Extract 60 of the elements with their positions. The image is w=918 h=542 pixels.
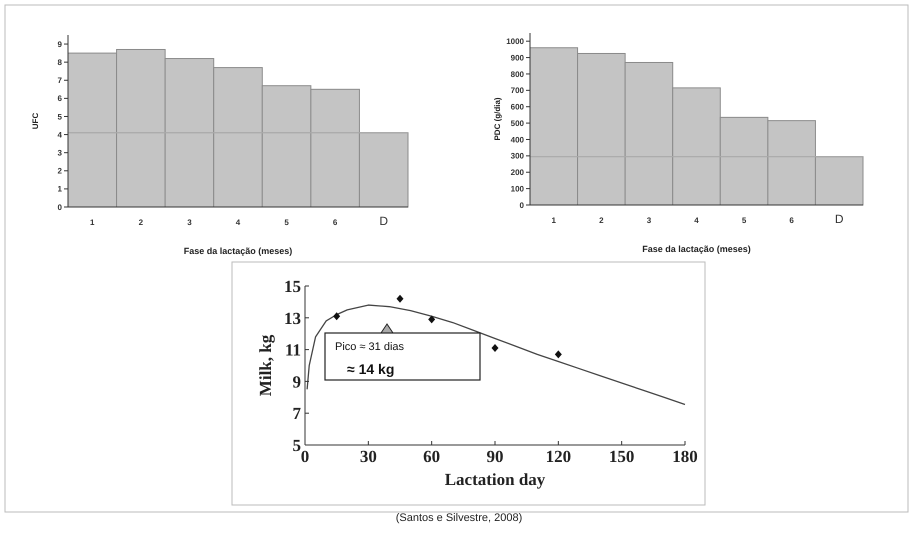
x-tick-label: 1 [552, 216, 557, 225]
x-tick-label: D [379, 214, 388, 228]
y-tick-label: 9 [58, 40, 63, 49]
y-axis-title: PDC (g/dia) [493, 97, 502, 141]
y-tick-label: 0 [58, 202, 63, 212]
y-tick-label: 100 [510, 184, 525, 194]
y-tick-label: 9 [292, 372, 301, 392]
line-series [306, 304, 686, 406]
x-tick-label: 2 [138, 218, 144, 227]
y-tick-label: 500 [510, 118, 525, 128]
y-tick-label: 3 [58, 148, 63, 158]
y-tick-label: 7 [292, 404, 302, 424]
y-tick-label: 13 [284, 308, 301, 328]
x-tick-label: 90 [486, 447, 504, 466]
y-tick-label: 200 [510, 168, 525, 178]
point [333, 312, 340, 320]
x-tick-label: 3 [646, 216, 652, 225]
point [428, 315, 436, 324]
text: (Santos e Silvestre, 2008) [396, 512, 522, 524]
y-axis-title: Milk, kg [256, 334, 275, 396]
y-tick-label: 1 [58, 184, 63, 194]
x-tick-label: 6 [332, 218, 338, 227]
y-tick-label: 6 [58, 94, 63, 104]
x-tick-label: 1 [90, 218, 96, 227]
x-tick-label: 120 [546, 447, 572, 466]
y-tick-label: 5 [58, 112, 63, 122]
point [492, 344, 498, 352]
y-tick-label: 11 [284, 340, 301, 360]
x-tick-label: 180 [672, 447, 698, 466]
y-tick-label: 0 [520, 200, 525, 210]
y-tick-label: 600 [510, 102, 525, 112]
y-tick-label: 700 [510, 86, 525, 96]
x-tick-label: 2 [599, 216, 604, 225]
y-tick-label: 400 [510, 135, 525, 144]
x-tick-label: 6 [789, 216, 794, 225]
x-tick-label: D [834, 212, 844, 226]
y-tick-label: 15 [284, 276, 301, 296]
y-tick-label: 300 [510, 152, 525, 161]
y-tick-label: 900 [510, 53, 525, 62]
y-axis-title: UFC [31, 112, 40, 130]
x-tick-label: 30 [360, 447, 377, 466]
x-tick-label: 5 [742, 216, 747, 225]
y-tick-label: 2 [58, 166, 63, 176]
annotation: Pico ≈ 31 dias [335, 341, 405, 353]
x-axis-title: Fase da lactação (meses) [642, 244, 751, 254]
y-tick-label: 8 [58, 58, 63, 67]
x-tick-label: 4 [694, 216, 700, 225]
y-tick-label: 7 [58, 76, 63, 86]
y-tick-label: 1000 [506, 36, 525, 46]
point [554, 350, 562, 358]
x-tick-label: 60 [423, 447, 440, 466]
x-axis-title: Lactation day [444, 470, 546, 489]
y-tick-label: 800 [510, 70, 525, 79]
point [396, 294, 404, 303]
x-tick-label: 150 [608, 447, 634, 466]
x-tick-label: 3 [187, 218, 192, 227]
x-axis-title: Fase da lactação (meses) [184, 246, 292, 256]
annotation: ≈ 14 kg [347, 361, 394, 377]
x-tick-label: 4 [236, 218, 241, 227]
y-tick-label: 4 [58, 130, 63, 140]
